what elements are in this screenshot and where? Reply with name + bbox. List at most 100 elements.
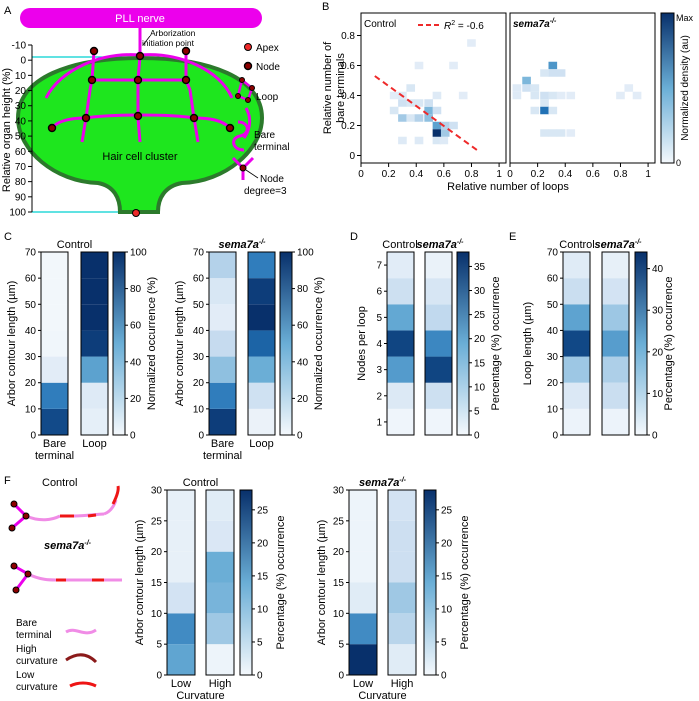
heatmap-cell	[548, 129, 558, 137]
heatmap-cell	[425, 278, 452, 305]
heatmap-cell	[467, 39, 476, 47]
heatmap-cell	[209, 278, 236, 305]
f-xlabel: Curvature	[176, 690, 224, 701]
heatmap-cell	[387, 356, 414, 383]
c-col-loop: Loop	[82, 438, 106, 450]
ytick-label: 5	[156, 640, 162, 651]
panel-f-0: 0 5 10 15 20 25 30 0 5 10 15 20 25 Control Arbor conto…	[134, 477, 287, 701]
node-icon	[22, 512, 30, 520]
colorbar-tick-label: 25	[441, 505, 453, 516]
a-ytick-label: 70	[15, 162, 27, 173]
a-ytick-label: 40	[15, 116, 27, 127]
heatmap-cell	[563, 356, 590, 383]
node-legend-icon	[243, 61, 253, 71]
heatmap-cell	[209, 408, 236, 435]
c-col-loop: Loop	[249, 438, 273, 450]
panel-f-letter: F	[4, 475, 11, 487]
heatmap-cell	[209, 304, 236, 331]
f-ylabel: Arbor contour length (µm)	[134, 520, 146, 646]
heatmap-cell	[414, 61, 424, 70]
column-title: sema7a-/-	[595, 239, 643, 251]
panel-a-yticks: -10 0 10 20 30 40 50 60 70 80 90 100	[9, 41, 32, 219]
heatmap-cell	[209, 330, 236, 357]
c-colorbar-label: Normalized occurrence (%)	[313, 277, 325, 410]
e-ylabel: Loop length (µm)	[522, 302, 534, 385]
heatmap-cell	[512, 84, 522, 92]
cluster-label: Hair cell cluster	[102, 151, 178, 163]
heatmap-cell	[602, 356, 629, 383]
b-xtick-label: 1	[496, 169, 502, 180]
colorbar	[112, 251, 126, 436]
b-xtick-label: 0.6	[437, 169, 451, 180]
heatmap-cell	[556, 129, 566, 137]
a-ytick-label: 90	[15, 192, 27, 203]
panel-c-1: 0 10 20 30 40 50 60 70 0 20 40 60 80 100 sema7a-/- Arbo…	[174, 239, 325, 462]
d-ylabel: Nodes per loop	[356, 306, 368, 381]
ytick-label: 6	[376, 287, 382, 298]
ytick-label: 30	[333, 486, 345, 497]
b-sema7a-heatmap	[512, 61, 642, 137]
arbor-label-2: initiation point	[142, 38, 195, 48]
colorbar-tick-label: 20	[652, 347, 664, 358]
apex-marker-icon	[132, 209, 140, 217]
heatmap-cell	[432, 121, 442, 130]
f-legend-bare-2: terminal	[16, 630, 52, 641]
ytick-label: 0	[338, 671, 344, 682]
legend-bare-2: terminal	[254, 142, 290, 153]
heatmap-cell	[424, 99, 433, 107]
ytick-label: 10	[193, 404, 205, 415]
heatmap-cell	[41, 408, 68, 435]
ytick-label: 2	[376, 391, 382, 402]
ytick-label: 10	[151, 609, 163, 620]
heatmap-cell	[167, 644, 195, 675]
heatmap-cell	[81, 252, 108, 279]
ytick-label: 3	[376, 365, 382, 376]
heatmap-cell	[209, 356, 236, 383]
b-xtick-label: 0.4	[409, 169, 423, 180]
heatmap-cell	[432, 129, 442, 137]
heatmap-cell	[206, 613, 234, 645]
b-colorbar-label: Normalized density (au)	[680, 35, 691, 141]
heatmap-cell	[566, 129, 576, 137]
colorbar-tick-label: 10	[257, 604, 269, 615]
b-colorbar-min: 0	[676, 158, 681, 168]
f-col-low: Low	[171, 678, 191, 690]
ytick-label: 20	[333, 547, 345, 558]
legend-apex: Apex	[256, 43, 279, 54]
ytick-label: 60	[25, 274, 37, 285]
heatmap-cell	[388, 582, 416, 614]
column-title: Control	[183, 477, 218, 489]
f-col-low: Low	[353, 678, 373, 690]
heatmap-cell	[425, 252, 452, 279]
heatmap-cell	[349, 520, 377, 552]
f-control-arbor	[11, 485, 120, 530]
heatmap-cell	[530, 106, 540, 115]
heatmap-cell	[81, 356, 108, 383]
arbor-nodes	[47, 46, 235, 133]
heatmap-cell	[387, 330, 414, 357]
ytick-label: 20	[25, 378, 37, 389]
ytick-label: 10	[547, 404, 559, 415]
c-ylabel: Arbor contour length (µm)	[6, 281, 18, 407]
a-ytick-label: 80	[15, 177, 27, 188]
b-xtick-label: 0.2	[382, 169, 396, 180]
ytick-label: 20	[151, 547, 163, 558]
degree-pointer-line	[245, 169, 259, 179]
c-col-bare-2: terminal	[35, 450, 74, 462]
column-title: sema7a-/-	[417, 239, 465, 251]
colorbar-tick-label: 20	[441, 538, 453, 549]
node-icon	[10, 500, 18, 508]
column-title: Control	[382, 239, 417, 251]
ytick-label: 60	[193, 274, 205, 285]
heatmap-cell	[349, 613, 377, 645]
heatmap-cell	[349, 490, 377, 521]
heatmap-cell	[398, 99, 407, 107]
colorbar-tick-label: 40	[652, 264, 664, 275]
ytick-label: 40	[547, 326, 559, 337]
heatmap-column-frame	[247, 251, 276, 436]
heatmap-cell	[41, 304, 68, 331]
b-xtick-label: 1	[645, 169, 651, 180]
heatmap-cell	[248, 356, 275, 383]
a-ytick-label: 30	[15, 101, 27, 112]
heatmap-cell	[167, 613, 195, 645]
